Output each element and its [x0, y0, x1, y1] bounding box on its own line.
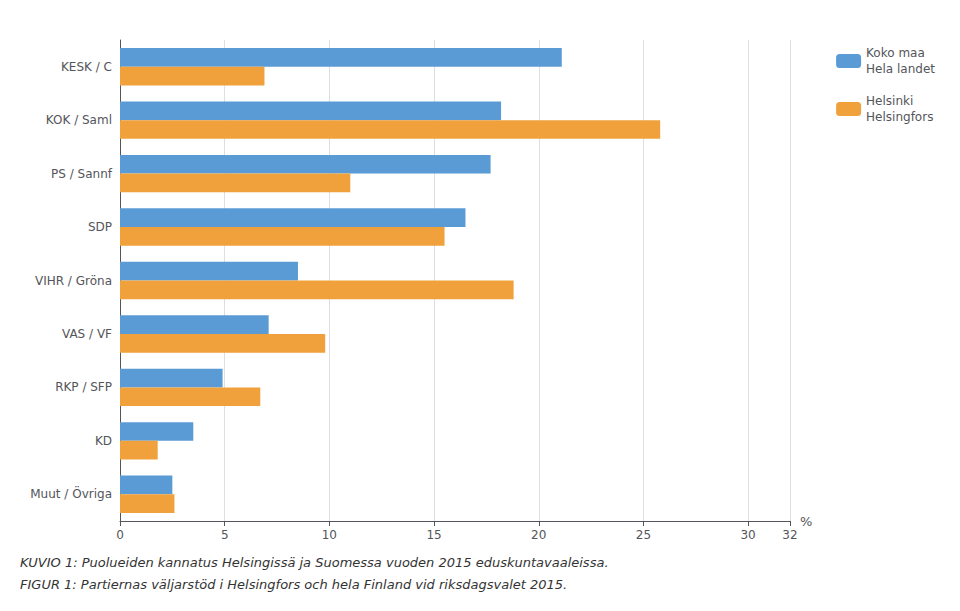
svg-text:Hela landet: Hela landet [866, 62, 935, 76]
svg-text:20: 20 [531, 528, 546, 542]
svg-text:Helsinki: Helsinki [866, 94, 913, 108]
svg-text:Koko maa: Koko maa [866, 46, 925, 60]
svg-text:10: 10 [322, 528, 337, 542]
svg-text:5: 5 [221, 528, 229, 542]
svg-text:15: 15 [426, 528, 441, 542]
svg-text:KUVIO 1: Puolueiden kannatus H: KUVIO 1: Puolueiden kannatus Helsingissä… [20, 555, 609, 570]
svg-text:30: 30 [740, 528, 755, 542]
svg-text:32: 32 [782, 528, 797, 542]
svg-text:VIHR / Gröna: VIHR / Gröna [35, 274, 112, 288]
svg-text:Helsingfors: Helsingfors [866, 110, 933, 124]
svg-text:%: % [800, 514, 812, 529]
svg-text:Muut / Övriga: Muut / Övriga [30, 485, 112, 501]
svg-text:0: 0 [116, 528, 124, 542]
svg-text:SDP: SDP [88, 220, 112, 234]
svg-text:KOK / Saml: KOK / Saml [46, 113, 112, 127]
svg-text:PS / Sannf: PS / Sannf [51, 167, 113, 181]
svg-text:KESK / C: KESK / C [61, 60, 112, 74]
svg-text:FIGUR 1: Partiernas väljarstöd: FIGUR 1: Partiernas väljarstöd i Helsing… [20, 577, 567, 592]
svg-text:25: 25 [636, 528, 651, 542]
svg-text:RKP / SFP: RKP / SFP [55, 380, 112, 394]
svg-text:KD: KD [95, 434, 112, 448]
svg-text:VAS / VF: VAS / VF [62, 327, 112, 341]
